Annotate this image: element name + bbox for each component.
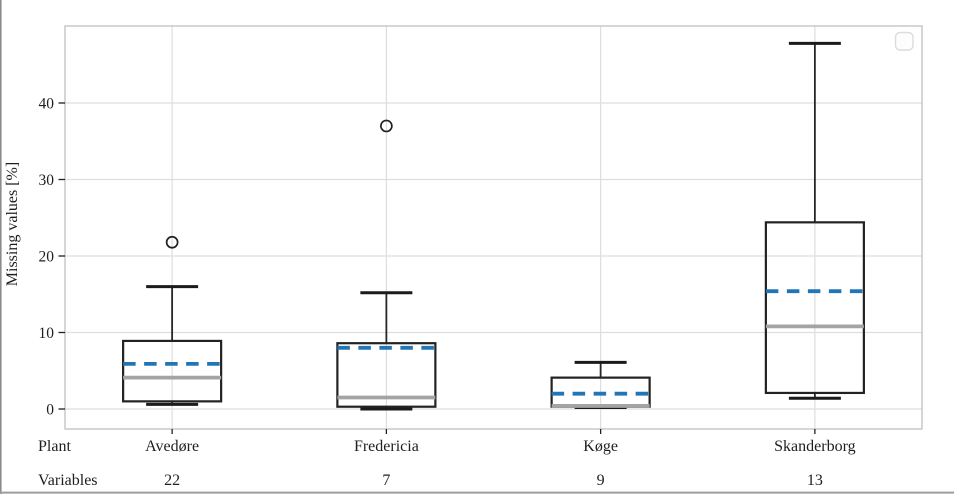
x-tick-label-skanderborg: Skanderborg bbox=[774, 438, 855, 455]
box-skanderborg bbox=[764, 221, 865, 395]
y-tick-label-0: 0 bbox=[46, 402, 54, 419]
box-group-koge bbox=[550, 360, 651, 409]
ticks-layer: 0 10 20 30 40 bbox=[39, 96, 816, 434]
x-tick-label-avedore: Avedøre bbox=[145, 438, 199, 455]
y-axis-title: Missing values [%] bbox=[4, 162, 21, 286]
plant-row-label: Plant bbox=[38, 438, 71, 455]
box-group-avedore bbox=[122, 235, 223, 406]
y-tick-label-40: 40 bbox=[39, 96, 55, 113]
variables-value-fredericia: 7 bbox=[382, 472, 390, 489]
box-avedore bbox=[122, 339, 223, 403]
variables-value-koge: 9 bbox=[597, 472, 605, 489]
outlier-fredericia-0 bbox=[380, 119, 393, 133]
x-tick-label-fredericia: Fredericia bbox=[354, 438, 419, 455]
box-group-skanderborg bbox=[764, 41, 865, 400]
x-tick-label-koge: Køge bbox=[583, 438, 618, 455]
category-labels-layer: Avedøre 22 Fredericia 7 Køge 9 Skanderborg 13 bbox=[145, 438, 855, 489]
box-fredericia bbox=[336, 342, 437, 408]
y-tick-label-30: 30 bbox=[39, 172, 55, 189]
boxes-layer bbox=[122, 41, 865, 411]
y-tick-label-10: 10 bbox=[39, 325, 55, 342]
grid-layer bbox=[65, 26, 922, 429]
legend-box bbox=[894, 31, 914, 51]
outlier-avedore-0 bbox=[165, 235, 179, 249]
variables-value-skanderborg: 13 bbox=[807, 472, 823, 489]
variables-value-avedore: 22 bbox=[164, 472, 180, 489]
plot-border bbox=[64, 25, 923, 430]
variables-row-label: Variables bbox=[38, 472, 98, 489]
y-tick-label-20: 20 bbox=[39, 249, 55, 266]
box-group-fredericia bbox=[336, 119, 437, 411]
